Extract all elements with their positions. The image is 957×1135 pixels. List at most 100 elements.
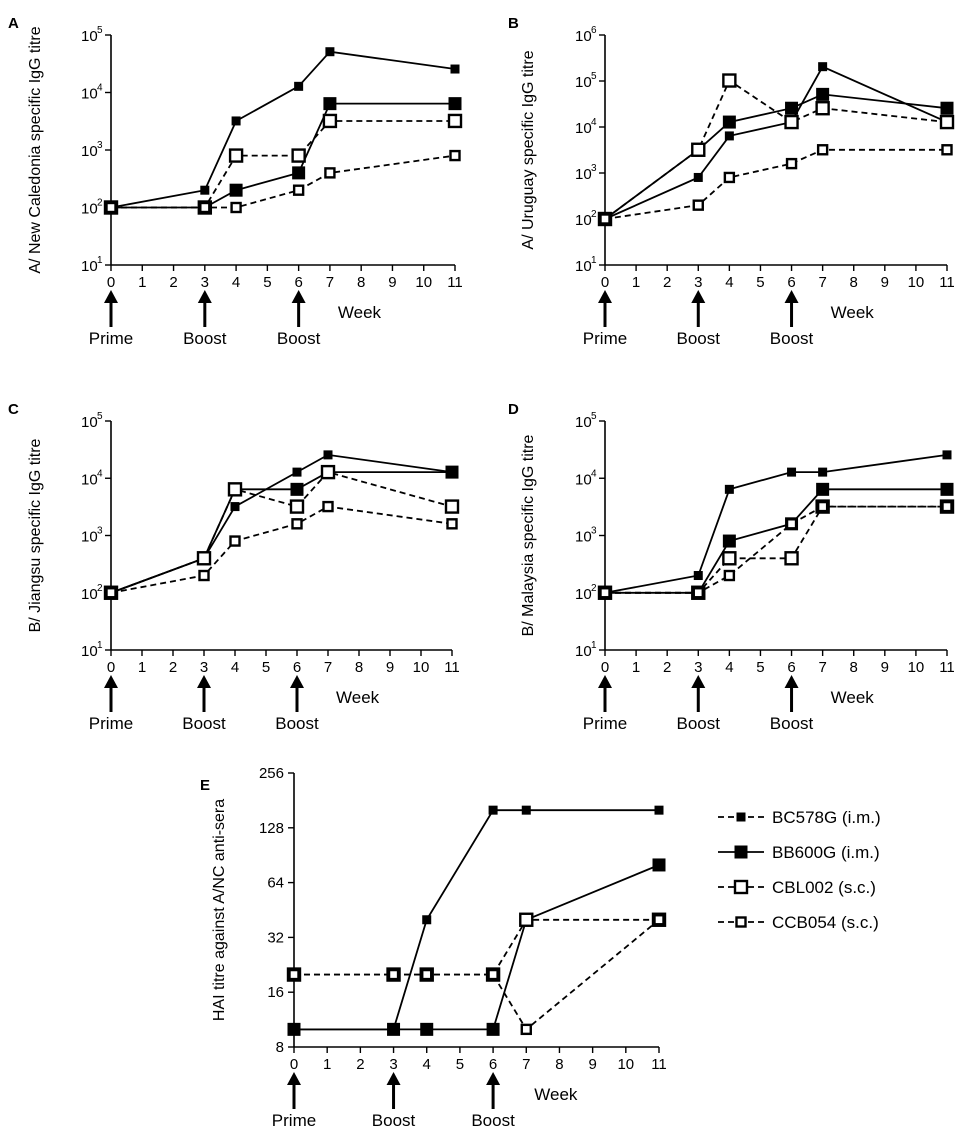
y-tick-exponent: 4	[97, 83, 103, 94]
x-tick-label: 11	[939, 274, 955, 291]
time-arrow-label: Boost	[277, 329, 321, 348]
x-tick-label: 1	[323, 1056, 331, 1073]
series-line	[605, 505, 947, 594]
x-tick-label: 8	[850, 659, 858, 676]
time-arrow-head	[386, 1072, 401, 1085]
time-arrow-head	[691, 290, 706, 303]
series-line	[604, 65, 948, 220]
x-tick-label: 6	[489, 1056, 497, 1073]
x-tick-label: 9	[588, 1056, 596, 1073]
y-tick-exponent: 3	[591, 163, 597, 174]
data-point	[422, 915, 432, 925]
time-arrow-head	[197, 675, 211, 688]
series-ccb054	[599, 500, 953, 599]
x-tick-label: 11	[444, 659, 460, 676]
data-point	[722, 73, 737, 88]
series-bb600g	[598, 87, 954, 226]
y-tick-label: 16	[267, 984, 284, 1001]
y-axis-title: B/ Malaysia specific IgG titre	[520, 434, 537, 636]
x-tick-label: 0	[601, 274, 609, 291]
y-tick-exponent: 1	[97, 255, 103, 266]
y-tick-label: 32	[267, 929, 284, 946]
legend-label: CBL002 (s.c.)	[772, 878, 876, 897]
x-tick-label: 7	[818, 659, 826, 676]
data-point	[692, 199, 704, 211]
time-arrow-head	[104, 675, 118, 688]
y-tick-label: 10	[81, 586, 98, 603]
data-point	[787, 467, 797, 477]
x-tick-label: 7	[326, 274, 334, 291]
legend: BC578G (i.m.) BB600G (i.m.) CBL002 (s.c.) C…	[718, 808, 881, 932]
y-axis-title: A/ Uruguay specific IgG titre	[520, 50, 537, 249]
panel-label: D	[508, 401, 519, 418]
x-axis-title: Week	[338, 303, 382, 322]
y-tick-label: 64	[267, 875, 284, 892]
x-tick-label: 4	[231, 659, 239, 676]
series-bc578g	[106, 47, 460, 212]
y-tick-exponent: 1	[97, 640, 103, 651]
time-arrow-head	[784, 675, 799, 688]
x-tick-label: 8	[357, 274, 365, 291]
data-point	[291, 148, 306, 163]
data-point	[288, 968, 300, 981]
series-line	[605, 505, 947, 594]
x-tick-label: 11	[939, 659, 955, 676]
x-axis-title: Week	[831, 688, 875, 707]
data-point	[322, 113, 338, 129]
data-point	[292, 467, 302, 477]
data-point	[785, 157, 798, 170]
series-ccb054	[288, 914, 665, 1036]
time-arrow-label: Prime	[89, 329, 133, 348]
x-tick-label: 3	[694, 274, 702, 291]
data-point	[692, 587, 704, 599]
series-line	[110, 453, 453, 594]
legend-marker	[734, 845, 748, 859]
series-bb600g	[104, 465, 459, 600]
data-point	[723, 569, 736, 582]
data-point	[941, 500, 953, 513]
time-arrow-label: Boost	[182, 714, 226, 733]
x-tick-label: 5	[756, 274, 764, 291]
y-tick-exponent: 3	[97, 140, 103, 151]
x-tick-label: 9	[388, 274, 396, 291]
series-ccb054	[105, 500, 458, 599]
data-point	[320, 464, 336, 480]
data-point	[521, 805, 531, 815]
y-tick-exponent: 2	[591, 583, 597, 594]
x-tick-label: 0	[107, 659, 115, 676]
y-tick-exponent: 2	[97, 198, 103, 209]
x-axis-title: Week	[831, 303, 875, 322]
time-arrow-head	[691, 675, 706, 688]
data-point	[784, 551, 799, 566]
y-tick-exponent: 1	[591, 255, 597, 266]
data-point	[228, 148, 244, 163]
x-tick-label: 9	[386, 659, 394, 676]
data-point	[105, 201, 117, 214]
x-tick-label: 10	[617, 1056, 634, 1073]
x-tick-label: 6	[787, 659, 795, 676]
y-tick-label: 10	[575, 166, 592, 183]
x-tick-label: 4	[232, 274, 240, 291]
series-ccb054	[599, 144, 953, 225]
data-point	[652, 858, 666, 872]
x-tick-label: 2	[356, 1056, 364, 1073]
data-point	[488, 805, 498, 815]
x-tick-label: 11	[651, 1056, 667, 1073]
x-tick-label: 11	[447, 274, 463, 291]
data-point	[784, 114, 799, 130]
panel-e: E 8 16 32 64 128 256 0 1 2 3 4 5 6 7 8 9 10 11 HAI titre ag…	[200, 765, 667, 1130]
data-point	[231, 116, 241, 126]
panel-label: A	[8, 15, 19, 32]
x-tick-label: 0	[601, 659, 609, 676]
time-arrow-label: Boost	[275, 714, 319, 733]
y-tick-label: 10	[575, 212, 592, 229]
legend-marker	[735, 916, 747, 928]
y-tick-label: 10	[575, 643, 592, 660]
time-arrow-label: Boost	[770, 714, 814, 733]
data-point	[816, 500, 829, 513]
x-tick-label: 7	[324, 659, 332, 676]
series-cbl002	[286, 912, 667, 982]
data-point	[287, 1022, 301, 1036]
data-point	[323, 450, 333, 460]
y-tick-label: 10	[575, 28, 592, 45]
